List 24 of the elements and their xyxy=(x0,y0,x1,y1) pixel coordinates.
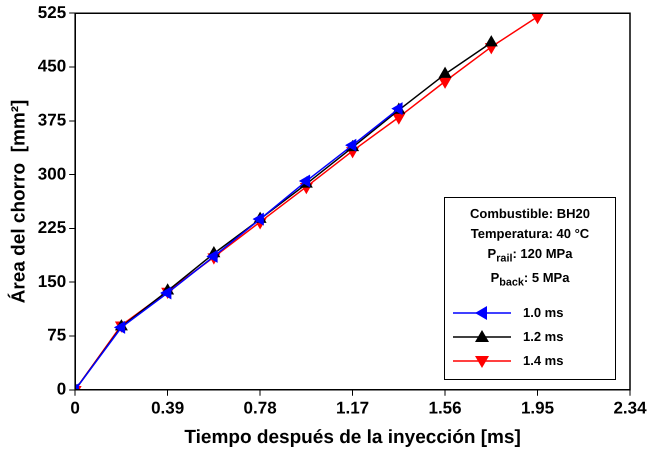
y-tick-label: 0 xyxy=(56,379,66,398)
annotation: P$_{rail}$: 120 MPa xyxy=(486,244,574,266)
annotation: P$_{back}$: 5 MPa xyxy=(490,269,570,291)
legend-label: 1.0 ms xyxy=(523,304,564,322)
annotation: Temperatura: 40 °C xyxy=(470,224,590,243)
x-tick-label: 2.34 xyxy=(613,398,648,418)
y-axis-title: Área del chorro [mm²] xyxy=(8,100,30,304)
y-tick-label: 525 xyxy=(38,2,66,22)
legend-label: 1.4 ms xyxy=(523,352,564,370)
y-tick-label: 375 xyxy=(38,110,66,130)
y-tick-label: 225 xyxy=(38,218,66,238)
x-tick-label: 0.39 xyxy=(151,398,184,418)
x-axis-title: Tiempo después de la inyección [ms] xyxy=(184,426,521,448)
annotation: Combustible: BH20 xyxy=(469,204,591,223)
x-tick-label: 1.17 xyxy=(336,398,370,418)
y-tick-label: 75 xyxy=(47,326,66,345)
y-tick-label: 150 xyxy=(38,272,66,291)
y-tick-label: 450 xyxy=(38,56,66,76)
y-tick-label: 300 xyxy=(38,164,66,184)
x-tick-label: 1.95 xyxy=(520,398,554,418)
x-tick-label: 0 xyxy=(70,398,80,418)
x-tick-label: 1.56 xyxy=(428,398,462,418)
x-tick-label: 0.78 xyxy=(244,398,277,418)
legend-label: 1.2 ms xyxy=(523,328,564,346)
